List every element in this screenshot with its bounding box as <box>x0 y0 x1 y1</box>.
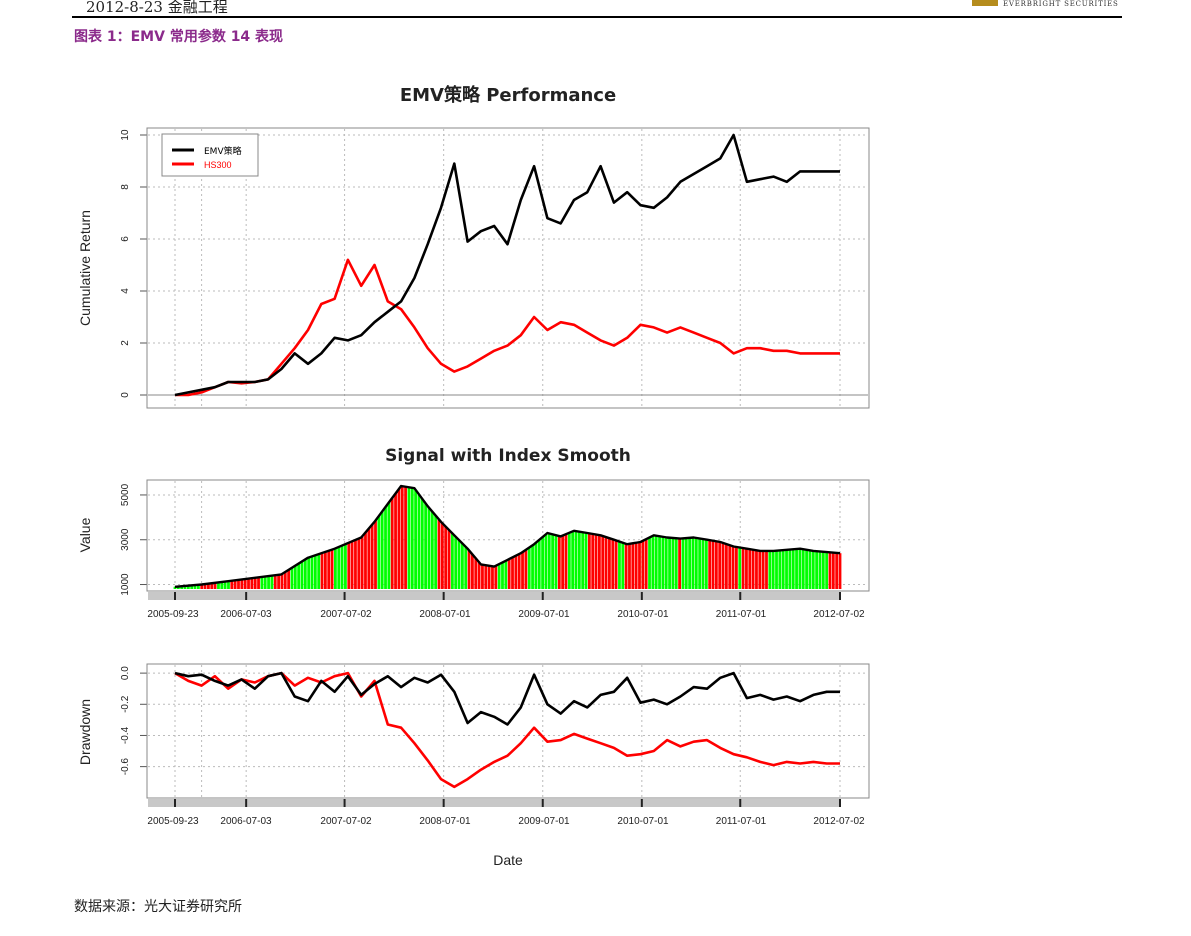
legend-label-hs300: HS300 <box>204 160 232 170</box>
x-tick-label: 2008-07-01 <box>419 816 471 827</box>
drawdown-panel: Drawdown 0.0 -0.2 -0.4 -0.6 2005-09-23 2006-… <box>77 663 870 868</box>
x-tick-label: 2009-07-01 <box>518 816 570 827</box>
x-tick-label: 2012-07-02 <box>813 609 865 620</box>
x-tick-label: 2008-07-01 <box>419 609 471 620</box>
drawdown-lines <box>174 671 840 789</box>
y-tick-label: -0.6 <box>120 758 131 776</box>
performance-frame <box>146 127 870 409</box>
series-line-hs300 <box>175 258 840 397</box>
x-tick-label: 2005-09-23 <box>147 816 199 827</box>
header-rule <box>72 16 1122 18</box>
y-tick-label: 6 <box>120 236 131 242</box>
drawdown-y-ticks: 0.0 -0.2 -0.4 -0.6 <box>120 666 147 776</box>
signal-title: Signal with Index Smooth <box>385 446 631 466</box>
x-tick-label: 2011-07-01 <box>716 609 767 620</box>
signal-ylabel: Value <box>77 517 93 552</box>
x-tick-label: 2006-07-03 <box>220 609 272 620</box>
performance-title: EMV策略 Performance <box>400 84 616 106</box>
drawdown-grid <box>148 665 868 797</box>
signal-x-axis: 2005-09-23 2006-07-03 2007-07-02 2008-07-01… <box>147 592 865 620</box>
y-tick-label: 10 <box>120 129 131 141</box>
series-line-hs300 <box>174 671 840 789</box>
everbright-logo-icon <box>972 0 998 6</box>
series-line-emv <box>174 133 840 397</box>
drawdown-xlabel: Date <box>493 852 523 868</box>
figure-caption: 图表 1：EMV 常用参数 14 表现 <box>74 29 284 45</box>
performance-ylabel: Cumulative Return <box>77 210 93 326</box>
performance-lines <box>148 133 868 397</box>
x-axis-band <box>148 799 841 807</box>
legend-label-emv: EMV策略 <box>204 145 242 157</box>
y-tick-label: 0 <box>120 392 131 398</box>
x-tick-label: 2011-07-01 <box>716 816 767 827</box>
performance-legend: EMV策略 HS300 <box>161 133 259 177</box>
signal-panel: Signal with Index Smooth Value 1000 3000 5… <box>77 446 870 620</box>
y-tick-label: -0.2 <box>120 695 131 713</box>
y-tick-label: -0.4 <box>120 726 131 744</box>
series-line-emv <box>174 671 840 726</box>
header-date-section: 2012-8-23 金融工程 <box>86 0 228 16</box>
series-line-index <box>174 484 841 588</box>
x-tick-label: 2009-07-01 <box>518 609 570 620</box>
x-tick-label: 2010-07-01 <box>617 609 669 620</box>
y-tick-label: 3000 <box>120 528 131 551</box>
drawdown-frame <box>146 663 870 799</box>
performance-y-ticks: 0 2 4 6 8 10 <box>120 129 147 398</box>
signal-y-ticks: 1000 3000 5000 <box>120 483 147 596</box>
y-tick-label: 8 <box>120 184 131 190</box>
signal-stripes <box>173 486 842 589</box>
drawdown-x-axis: 2005-09-23 2006-07-03 2007-07-02 2008-07-01… <box>147 799 865 827</box>
y-tick-label: 4 <box>120 288 131 294</box>
x-tick-label: 2006-07-03 <box>220 816 272 827</box>
x-tick-label: 2007-07-02 <box>320 816 372 827</box>
legend-box <box>161 133 259 177</box>
signal-frame <box>146 479 870 592</box>
x-tick-label: 2007-07-02 <box>320 609 372 620</box>
drawdown-ylabel: Drawdown <box>77 699 93 765</box>
y-tick-label: 5000 <box>120 483 131 506</box>
y-tick-label: 1000 <box>120 573 131 596</box>
x-tick-label: 2010-07-01 <box>617 816 669 827</box>
performance-panel: EMV策略 Performance Cumulative Return 0 2 4 6… <box>77 84 870 409</box>
y-tick-label: 2 <box>120 340 131 346</box>
logo-text: EVERBRIGHT SECURITIES <box>1003 0 1119 8</box>
x-tick-label: 2012-07-02 <box>813 816 865 827</box>
data-source-note: 数据来源：光大证券研究所 <box>74 899 242 915</box>
signal-lines <box>174 484 841 588</box>
x-axis-band <box>148 592 841 600</box>
x-tick-label: 2005-09-23 <box>147 609 199 620</box>
y-tick-label: 0.0 <box>120 666 131 680</box>
